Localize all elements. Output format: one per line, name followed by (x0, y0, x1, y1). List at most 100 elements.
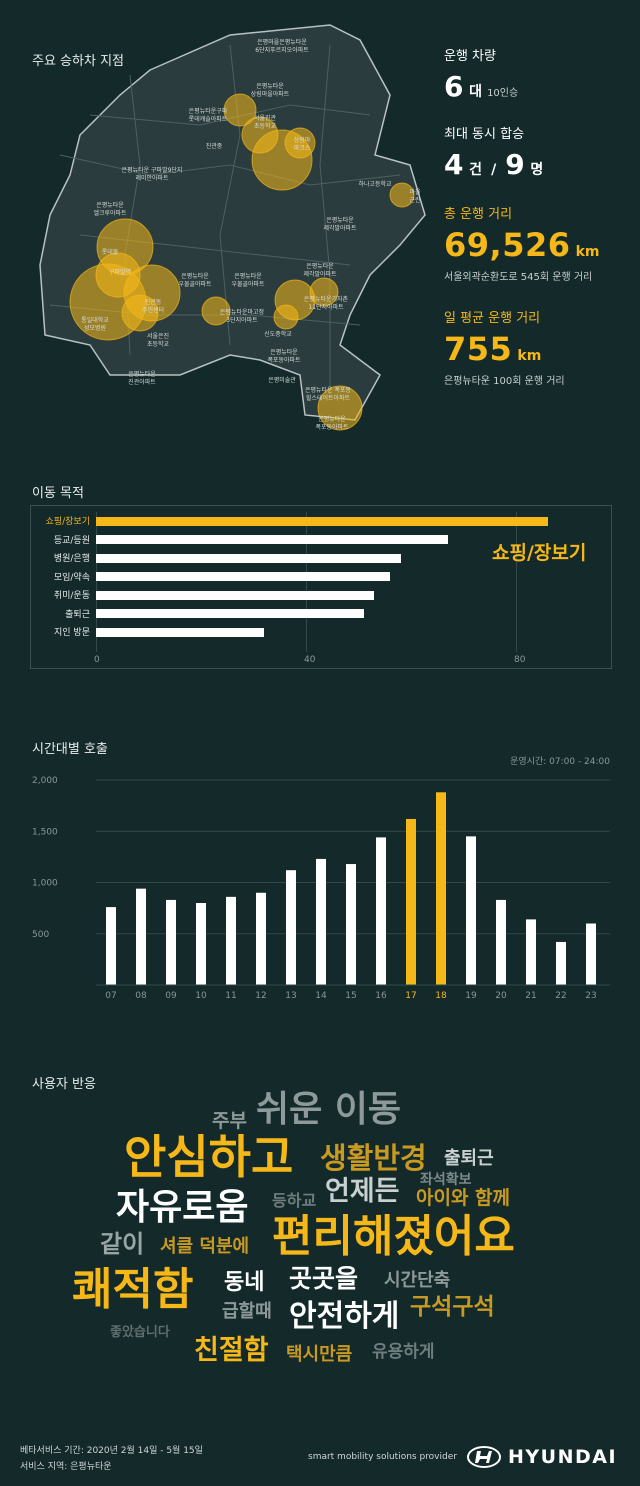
map-labels: 은평마을은평뉴타운 6단지푸르지오아파트 은평뉴타운 상림마을아파트 은평뉴타운구파 롯데… (30, 15, 430, 435)
hourly-x-tick: 22 (555, 991, 566, 1001)
hourly-chart: 500 1,000 1,500 2,000 07 08 09 10 11 12 13 14 15 16 17… (32, 776, 610, 1001)
hourly-bar (466, 836, 476, 985)
reaction-word: 같이 (100, 1230, 145, 1258)
hotspot-circle (309, 277, 339, 307)
hotspot-circle (201, 296, 231, 326)
stats-panel: 운행 차량 6 대 10인승 최대 동시 합승 4 건 / 9 명 총 운행 거… (444, 45, 634, 387)
daily-distance-note: 은평뉴타운 100회 운행 거리 (444, 376, 565, 387)
map-place-label: 신도중학교 (264, 331, 292, 338)
reaction-word: 언제든 (325, 1176, 400, 1207)
map-place-label: 은평뉴타운 우물골아파트 (178, 273, 212, 288)
reaction-word: 주부 (212, 1110, 247, 1132)
hourly-bar (196, 903, 206, 985)
map-place-label: 서울진관 초등학교 (253, 115, 277, 130)
concurrent-unit-b: 명 (530, 162, 544, 178)
hotspot-circle (317, 385, 363, 431)
map-place-label: 상림마 파크스 (293, 137, 311, 152)
daily-distance-unit: km (517, 348, 542, 364)
hourly-bar (556, 941, 566, 985)
hourly-bar (256, 892, 266, 985)
reaction-word: 안심하고 (124, 1130, 294, 1184)
hourly-y-tick: 1,000 (32, 879, 58, 889)
daily-distance-label: 일 평균 운행 거리 (444, 311, 541, 326)
reaction-word: 급할때 (222, 1301, 272, 1322)
hourly-x-tick: 14 (315, 991, 327, 1001)
map-place-label: 진관중 (205, 143, 223, 150)
hourly-note: 운영시간: 07:00 - 24:00 (510, 757, 610, 767)
reaction-word: 유용하게 (372, 1342, 435, 1362)
pickup-hotspots (69, 93, 415, 431)
map-place-label: 진관동 주민센터 (141, 299, 165, 314)
concurrent-label: 최대 동시 합승 (444, 127, 525, 142)
hotspot-circle (389, 182, 415, 208)
daily-distance-value: 755 (444, 330, 513, 368)
map-place-label: 은평마을은평뉴타운 6단지푸르지오아파트 (255, 39, 309, 54)
footer-tagline: smart mobility solutions provider (308, 1452, 457, 1462)
total-distance-unit: km (575, 244, 600, 260)
map-place-label: 은평뉴타운 폭포동 힐스테이트아파트 (304, 387, 352, 402)
vehicles-label: 운행 차량 (444, 49, 496, 64)
hourly-bar (106, 907, 116, 985)
hourly-y-tick: 2,000 (32, 776, 58, 786)
hourly-x-tick: 23 (585, 991, 596, 1001)
hourly-y-tick: 1,500 (32, 827, 58, 837)
hourly-title: 시간대별 호출 (32, 742, 108, 757)
hourly-x-tick: 07 (105, 991, 116, 1001)
concurrent-unit-a: 건 (469, 162, 482, 178)
vehicles-value: 6 (444, 70, 464, 103)
reaction-word: 시간단축 (384, 1270, 451, 1291)
vehicles-unit: 대 (469, 84, 482, 100)
hourly-bar (436, 792, 446, 985)
total-distance-value: 69,526 (444, 226, 571, 264)
hourly-x-tick: 11 (225, 991, 236, 1001)
hotspot-circle (284, 127, 316, 159)
hourly-bar (136, 888, 146, 985)
map-place-label: 은평뉴타운 진관아파트 (128, 371, 156, 386)
map-place-label: 은평뉴타운 우물골아파트 (231, 273, 265, 288)
reaction-word: 좌석확보 (420, 1172, 472, 1188)
footer-period: 베타서비스 기간: 2020년 2월 14일 - 5월 15일 (20, 1446, 203, 1456)
hyundai-logo-text: HYUNDAI (508, 1446, 618, 1468)
reaction-word: 자유로움 (116, 1187, 249, 1228)
reaction-word: 아이와 함께 (416, 1187, 511, 1209)
reaction-word: 곳곳을 (289, 1264, 359, 1293)
map-place-label: 마을 근린 (409, 189, 421, 204)
reaction-word: 셔클 덕분에 (160, 1236, 250, 1257)
total-distance-note: 서울외곽순환도로 545회 운행 거리 (444, 272, 593, 283)
map-place-label: 은평뉴타운 폭포동아파트 (267, 349, 301, 364)
reaction-word: 쉬운 이동 (256, 1089, 402, 1130)
purpose-title: 이동 목적 (32, 486, 84, 501)
hourly-x-tick: 21 (525, 991, 536, 1001)
hourly-bar (286, 870, 296, 985)
concurrent-separator: / (491, 162, 497, 178)
hourly-x-tick: 09 (165, 991, 177, 1001)
map-title: 주요 승하차 지점 (32, 54, 124, 69)
reaction-word: 편리해졌어요 (272, 1211, 515, 1262)
concurrent-value-b: 9 (505, 148, 526, 181)
map-place-label: 은평뉴타운 상림마을아파트 (250, 83, 290, 98)
reaction-word: 좋았습니다 (110, 1325, 170, 1340)
map-place-label: 서울은진 초등학교 (146, 333, 170, 348)
map-place-label: 은평뉴타운기자촌 11단지아파트 (303, 296, 349, 311)
hourly-bar (406, 818, 416, 985)
hourly-x-tick: 13 (285, 991, 296, 1001)
hourly-x-tick: 16 (375, 991, 387, 1001)
map-place-label: 하나고등학교 (358, 181, 392, 188)
reaction-title: 사용자 반응 (32, 1077, 96, 1092)
reaction-word: 안전하게 (289, 1299, 400, 1334)
map-place-label: 은평뉴타운 엘크루아파트 (93, 202, 127, 217)
vehicles-note: 10인승 (487, 88, 519, 99)
hourly-x-tick: 15 (345, 991, 356, 1001)
hourly-bar (166, 899, 176, 985)
service-area-map (39, 24, 426, 431)
reaction-word: 출퇴근 (444, 1148, 494, 1169)
map-place-label: 은평뉴타운 제각말아파트 (303, 263, 337, 278)
hourly-x-tick: 12 (255, 991, 266, 1001)
hyundai-logo-icon (467, 1446, 501, 1468)
hotspot-circle (273, 304, 299, 330)
hourly-x-tick: 19 (465, 991, 477, 1001)
hourly-x-tick: 17 (405, 991, 416, 1001)
hotspot-circle (223, 93, 257, 127)
hotspot-circle (121, 294, 159, 332)
hourly-bar (376, 837, 386, 985)
